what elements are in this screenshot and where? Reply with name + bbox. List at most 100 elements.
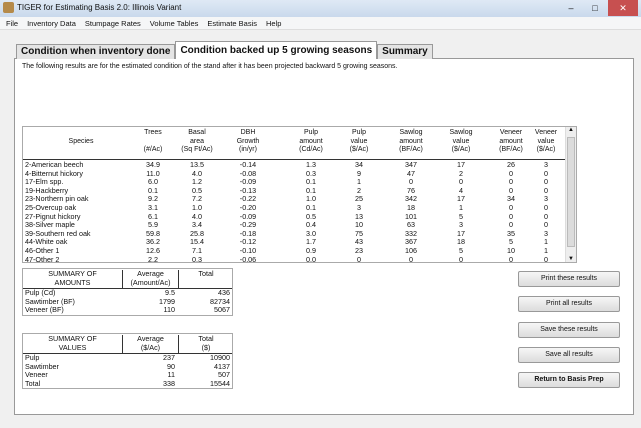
scroll-up-arrow[interactable]: ▲: [568, 127, 574, 133]
column-header[interactable]: Pulp amount (Cd/Ac): [286, 129, 336, 155]
column-header[interactable]: Basal area (Sq Ft/Ac): [172, 129, 222, 155]
summary-cell: Pulp: [25, 353, 40, 362]
menu-file[interactable]: File: [6, 18, 19, 28]
table-cell: 10: [507, 246, 515, 255]
header-line: VALUES: [58, 342, 87, 352]
table-cell: -0.09: [239, 211, 257, 221]
menu-stumpage-rates[interactable]: Stumpage Rates: [84, 18, 141, 28]
table-cell: 0: [409, 254, 413, 263]
table-row[interactable]: 23-Northern pin oak 9.2 7.2 -0.22 1.0 25 342 17…: [23, 195, 566, 204]
menu-help[interactable]: Help: [266, 18, 282, 28]
summary-cell: 237: [163, 353, 175, 362]
table-cell: 3: [544, 194, 548, 204]
table-cell: -0.12: [239, 237, 257, 247]
table-row[interactable]: 25-Overcup oak 3.1 1.0 -0.20 0.1 3 18 1 0 0: [23, 203, 566, 213]
table-cell: 0: [509, 177, 513, 187]
table-row[interactable]: 19-Hackberry 0.1 0.5 -0.13 0.1 2 76 4 0 0: [23, 185, 566, 196]
title-bar: TIGER for Estimating Basis 2.0: Illinois…: [0, 0, 641, 17]
table-cell: 13.5: [190, 160, 204, 169]
column-header[interactable]: Trees (#/Ac): [128, 129, 178, 155]
scroll-thumb[interactable]: [567, 137, 575, 247]
table-cell: 0: [544, 168, 548, 178]
summary-header: Average ($/Ac): [123, 334, 179, 354]
column-header[interactable]: Sawlog value ($/Ac): [436, 129, 486, 155]
table-cell: 6.1: [148, 211, 158, 221]
summary-cell: Total: [25, 378, 41, 388]
table-cell: 63: [407, 220, 415, 230]
print-these-results-button[interactable]: Print these results: [518, 271, 620, 287]
table-row[interactable]: 4-Bitternut hickory 11.0 4.0 -0.08 0.3 9 47 2 0 0: [23, 168, 566, 179]
header-line: DBH: [240, 129, 256, 136]
table-cell: 0: [544, 220, 548, 230]
table-row[interactable]: 17-Elm spp. 6.0 1.2 -0.09 0.1 1 0 0 0 0: [23, 178, 566, 187]
tab-condition-backed-up[interactable]: Condition backed up 5 growing seasons: [175, 41, 378, 59]
table-cell: 2.2: [148, 254, 158, 263]
summary-cell: 11: [167, 370, 175, 380]
table-row[interactable]: 27-Pignut hickory 6.1 4.0 -0.09 0.5 13 101 5 0 0: [23, 211, 566, 222]
header-line: Pulp: [303, 129, 318, 136]
header-line: Veneer: [499, 129, 523, 136]
menu-bar: File Inventory Data Stumpage Rates Volum…: [0, 17, 641, 30]
column-header[interactable]: Species: [56, 138, 106, 147]
table-row[interactable]: 44-White oak 36.2 15.4 -0.12 1.7 43 367 18 5 1: [23, 238, 566, 247]
scroll-down-arrow[interactable]: ▼: [568, 256, 574, 262]
summary-cell: Veneer (BF): [25, 305, 64, 315]
summary-cell: 90: [167, 361, 175, 371]
table-cell: 106: [405, 246, 417, 255]
table-cell: 332: [405, 228, 417, 238]
print-all-results-button[interactable]: Print all results: [518, 296, 620, 312]
table-cell: 1: [459, 203, 463, 212]
table-cell: 5.9: [148, 220, 158, 230]
column-header[interactable]: DBH Growth (in/yr): [223, 129, 273, 155]
table-row[interactable]: 39-Southern red oak 59.8 25.8 -0.18 3.0 75 332…: [23, 228, 566, 239]
minimize-button[interactable]: –: [568, 3, 574, 13]
header-line: Average: [137, 269, 164, 278]
table-cell: 0.1: [148, 185, 158, 195]
save-all-results-button[interactable]: Save all results: [518, 347, 620, 363]
summary-row: Veneer 11 507: [23, 371, 232, 380]
column-header[interactable]: Veneer value ($/Ac): [521, 129, 571, 155]
vertical-scrollbar[interactable]: ▲ ▼: [565, 127, 576, 262]
tab-condition-inventory[interactable]: Condition when inventory done: [16, 44, 176, 59]
header-line: (BF/Ac): [399, 146, 423, 153]
header-line: Average: [137, 334, 164, 343]
header-line: AMOUNTS: [54, 277, 91, 287]
table-cell: 0: [509, 185, 513, 195]
column-header[interactable]: Veneer amount (BF/Ac): [486, 129, 536, 155]
table-cell: 2: [357, 185, 361, 195]
header-line: area: [189, 137, 204, 145]
menu-volume-tables[interactable]: Volume Tables: [149, 18, 199, 28]
table-cell: 347: [405, 160, 417, 169]
summary-cell: Veneer: [25, 370, 48, 380]
summary-row: Pulp 237 10900: [23, 353, 232, 363]
summary-cell: 15544: [210, 378, 230, 388]
table-cell: 0: [459, 254, 463, 263]
maximize-button[interactable]: □: [592, 3, 598, 13]
table-row[interactable]: 38-Silver maple 5.9 3.4 -0.29 0.4 10 63 3 0 0: [23, 221, 566, 230]
menu-inventory-data[interactable]: Inventory Data: [27, 18, 76, 28]
column-header[interactable]: Sawlog amount (BF/Ac): [386, 129, 436, 155]
table-cell: 342: [405, 194, 417, 204]
header-line: (#/Ac): [143, 146, 163, 153]
close-button[interactable]: ✕: [608, 0, 638, 16]
table-row[interactable]: 2-American beech 34.9 13.5 -0.14 1.3 34 347 17 2…: [23, 160, 566, 170]
header-line: Veneer: [534, 129, 558, 136]
table-cell: 25.8: [190, 228, 204, 238]
header-line: Sawlog: [399, 129, 423, 136]
table-row[interactable]: 46-Other 1 12.6 7.1 -0.10 0.9 23 106 5 10 1: [23, 246, 566, 256]
table-cell: 6.0: [148, 177, 158, 187]
column-header[interactable]: Pulp value ($/Ac): [334, 129, 384, 155]
summary-header: SUMMARY OF AMOUNTS: [23, 269, 123, 289]
table-row[interactable]: 47-Other 2 2.2 0.3 -0.06 0.0 0 0 0 0 0: [23, 254, 566, 263]
tab-summary[interactable]: Summary: [377, 44, 433, 59]
table-cell: 3: [459, 220, 463, 230]
summary-cell: 436: [218, 288, 230, 297]
header-line: Trees: [144, 129, 162, 136]
header-line: (Amount/Ac): [130, 277, 171, 287]
menu-estimate-basis[interactable]: Estimate Basis: [207, 18, 258, 28]
table-cell: 0.5: [192, 185, 202, 195]
save-these-results-button[interactable]: Save these results: [518, 322, 620, 338]
table-cell: 23-Northern pin oak: [25, 194, 89, 204]
header-line: (Cd/Ac): [299, 146, 323, 153]
return-to-basis-prep-button[interactable]: Return to Basis Prep: [518, 372, 620, 388]
